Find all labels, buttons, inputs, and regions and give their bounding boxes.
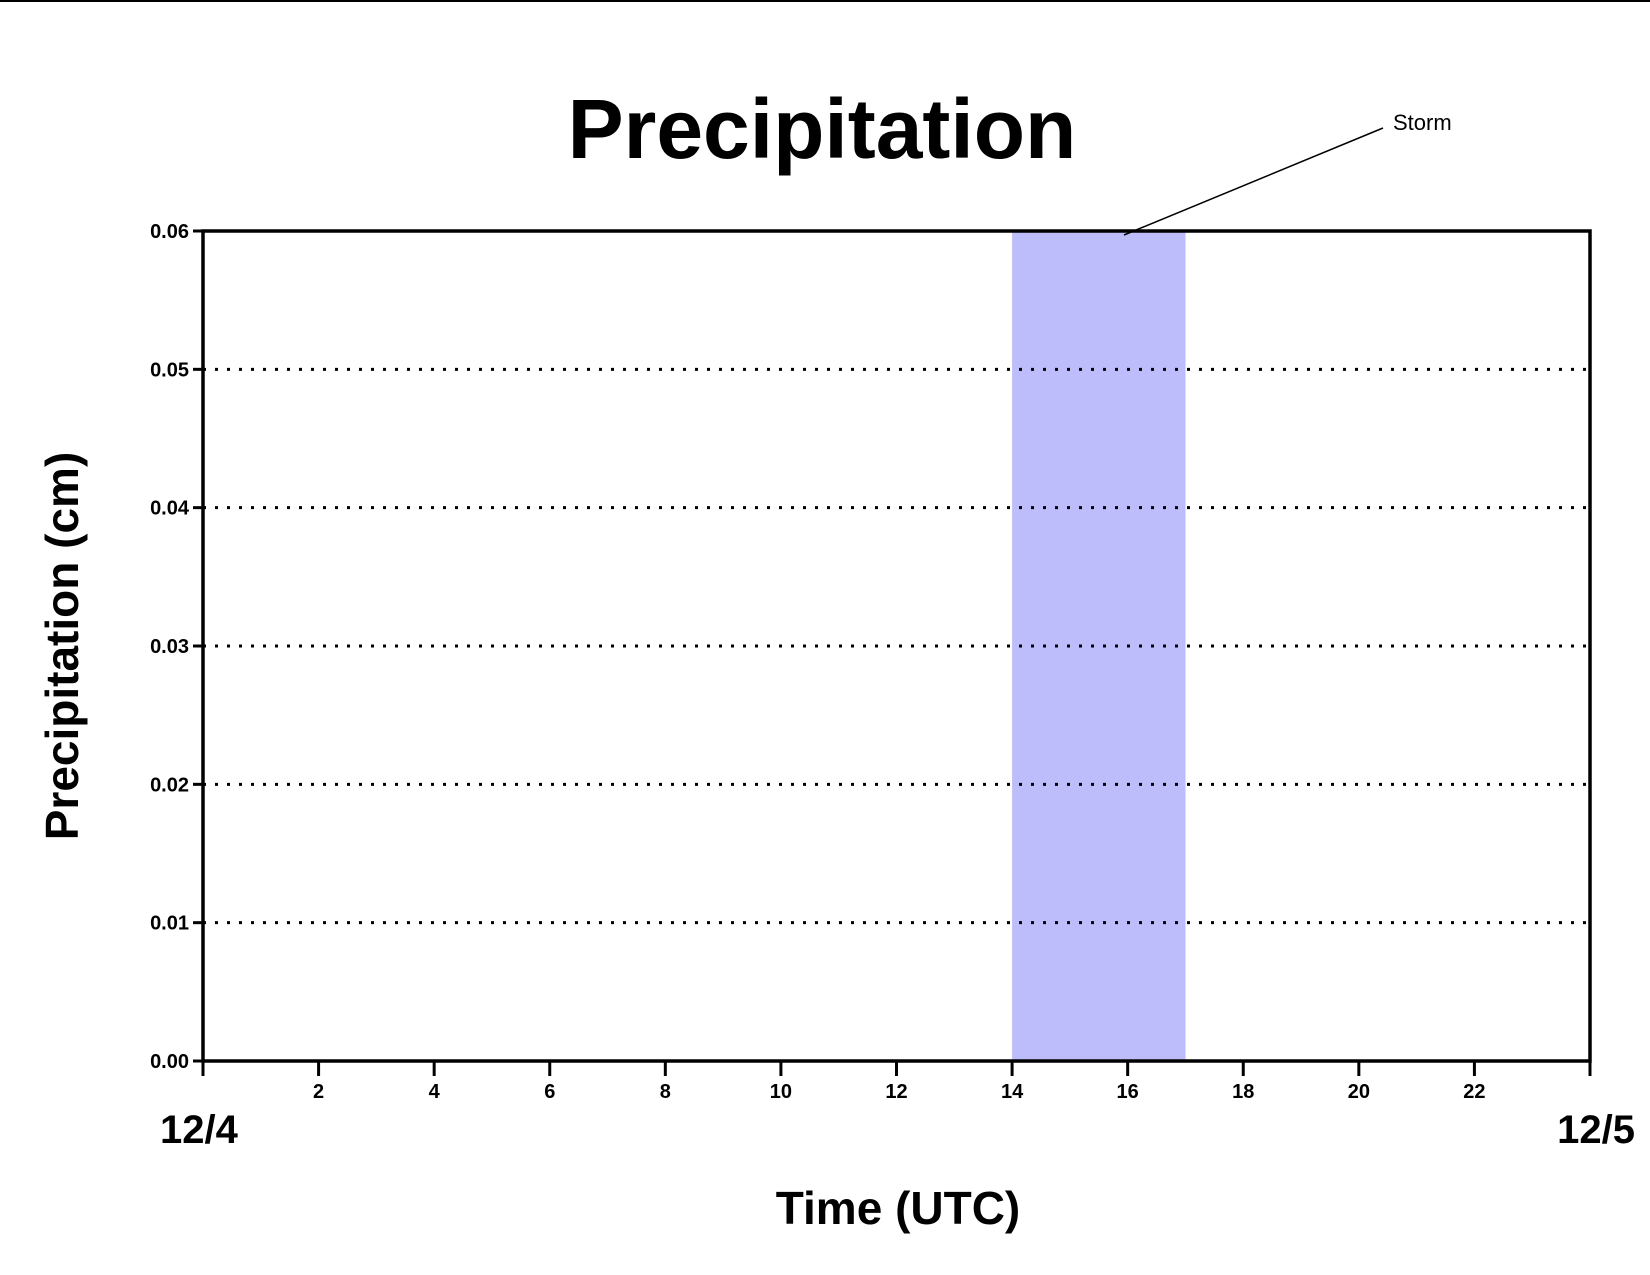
y-tick-label: 0.06 — [150, 221, 189, 243]
x-tick-label: 8 — [660, 1081, 671, 1103]
x-axis: 2 4 6 8 10 12 14 16 18 20 22 — [201, 1061, 1592, 1103]
x-tick-label: 10 — [770, 1081, 792, 1103]
grid-layer — [203, 367, 1590, 925]
y-tick-label: 0.04 — [150, 498, 190, 520]
x-tick-label: 22 — [1463, 1081, 1485, 1103]
x-tick-label: 18 — [1232, 1081, 1254, 1103]
x-tick-label: 6 — [544, 1081, 555, 1103]
y-tick-label: 0.03 — [150, 636, 189, 658]
storm-highlight-band — [1012, 231, 1186, 1061]
x-tick-label: 14 — [1001, 1081, 1024, 1103]
storm-highlight-layer — [1012, 231, 1186, 1061]
chart-title: Precipitation — [568, 82, 1077, 176]
end-date-label: 12/5 — [1557, 1108, 1635, 1152]
x-tick-label: 12 — [885, 1081, 907, 1103]
y-tick-label: 0.00 — [150, 1051, 189, 1073]
y-tick-label: 0.05 — [150, 359, 189, 381]
start-date-label: 12/4 — [160, 1108, 239, 1152]
x-axis-title: Time (UTC) — [776, 1182, 1021, 1234]
y-tick-label: 0.01 — [150, 913, 189, 935]
x-tick-label: 2 — [313, 1081, 324, 1103]
storm-annotation-leader — [1123, 127, 1384, 236]
y-axis: 0.00 0.01 0.02 0.03 0.04 0.05 0.06 — [150, 221, 203, 1073]
x-tick-label: 4 — [429, 1081, 441, 1103]
x-tick-label: 20 — [1348, 1081, 1370, 1103]
x-tick-label: 16 — [1117, 1081, 1139, 1103]
y-axis-title: Precipitation (cm) — [36, 452, 88, 841]
storm-annotation-label: Storm — [1393, 110, 1452, 135]
y-tick-label: 0.02 — [150, 774, 189, 796]
